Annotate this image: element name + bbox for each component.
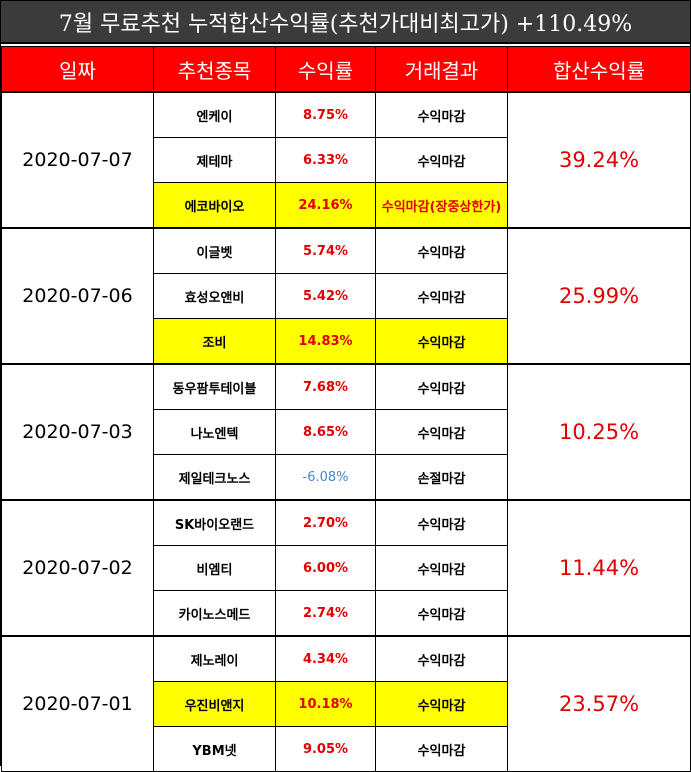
trade-result: 손절마감 xyxy=(375,454,508,501)
header-total: 합산수익률 xyxy=(507,46,691,93)
table-row: 2020-07-01 제노레이 4.34% 수익마감 23.57% xyxy=(1,635,691,772)
table-row-highlighted: 조비 14.83% 수익마감 xyxy=(2,318,691,365)
group-date: 2020-07-02 xyxy=(1,499,154,637)
trade-result: 수익마감 xyxy=(375,635,508,682)
trade-result: 수익마감 xyxy=(375,409,508,455)
stock-name: 효성오앤비 xyxy=(153,273,276,319)
stock-name: 엔케이 xyxy=(153,91,276,138)
group-date: 2020-07-06 xyxy=(1,227,154,365)
stock-name: 이글벳 xyxy=(153,227,276,274)
stock-rate: 10.18% xyxy=(275,681,376,727)
header-row: 일짜 추천종목 수익률 거래결과 합산수익률 xyxy=(1,46,691,93)
stock-rate: 7.68% xyxy=(275,363,376,410)
stock-name: 조비 xyxy=(153,318,276,365)
table-row-highlighted: 우진비앤지 10.18% 수익마감 xyxy=(2,681,691,727)
group-date: 2020-07-01 xyxy=(1,635,154,772)
trade-result: 수익마감 xyxy=(375,545,508,591)
trade-result: 수익마감 xyxy=(375,91,508,138)
returns-table: 일짜 추천종목 수익률 거래결과 합산수익률 2020-07-07 엔케이 8.… xyxy=(1,46,691,772)
stock-name: 에코바이오 xyxy=(153,182,276,229)
stock-name: 제테마 xyxy=(153,137,276,183)
table-row: 2020-07-07 엔케이 8.75% 수익마감 39.24% xyxy=(1,91,691,229)
group-date: 2020-07-03 xyxy=(1,363,154,501)
stock-rate: 24.16% xyxy=(275,182,376,229)
trade-result: 수익마감 xyxy=(375,499,508,546)
stock-rate: 8.75% xyxy=(275,91,376,138)
group-total: 11.44% xyxy=(507,499,691,637)
trade-result: 수익마감 xyxy=(375,363,508,410)
group-total: 10.25% xyxy=(507,363,691,501)
stock-name: 제노레이 xyxy=(153,635,276,682)
table-row: 카이노스메드 2.74% 수익마감 xyxy=(2,590,691,637)
trade-result: 수익마감(장중상한가) xyxy=(375,182,508,229)
table-row-highlighted: 에코바이오 24.16% 수익마감(장중상한가) xyxy=(2,182,691,229)
table-row: 제테마 6.33% 수익마감 xyxy=(2,137,691,183)
stock-rate: -6.08% xyxy=(275,454,376,501)
stock-rate: 5.74% xyxy=(275,227,376,274)
trade-result: 수익마감 xyxy=(375,227,508,274)
header-stock: 추천종목 xyxy=(153,46,276,93)
stock-rate: 8.65% xyxy=(275,409,376,455)
table-row: 2020-07-06 이글벳 5.74% 수익마감 25.99% xyxy=(1,227,691,365)
stock-name: YBM넷 xyxy=(153,726,276,772)
table-row: 효성오앤비 5.42% 수익마감 xyxy=(2,273,691,319)
table-row: 나노엔텍 8.65% 수익마감 xyxy=(2,409,691,455)
group-total: 39.24% xyxy=(507,91,691,229)
trade-result: 수익마감 xyxy=(375,726,508,772)
stock-name: 카이노스메드 xyxy=(153,590,276,637)
table-row: 제일테크노스 -6.08% 손절마감 xyxy=(2,454,691,501)
header-rate: 수익률 xyxy=(275,46,376,93)
stock-name: 제일테크노스 xyxy=(153,454,276,501)
stock-rate: 2.74% xyxy=(275,590,376,637)
stock-name: 나노엔텍 xyxy=(153,409,276,455)
stock-rate: 6.33% xyxy=(275,137,376,183)
table-row: YBM넷 9.05% 수익마감 xyxy=(2,726,691,772)
table-row: 2020-07-03 동우팜투테이블 7.68% 수익마감 10.25% xyxy=(1,363,691,501)
group-total: 25.99% xyxy=(507,227,691,365)
trade-result: 수익마감 xyxy=(375,590,508,637)
stock-name: 우진비앤지 xyxy=(153,681,276,727)
stock-name: 동우팜투테이블 xyxy=(153,363,276,410)
trade-result: 수익마감 xyxy=(375,137,508,183)
stock-rate: 4.34% xyxy=(275,635,376,682)
trade-result: 수익마감 xyxy=(375,318,508,365)
group-date: 2020-07-07 xyxy=(1,91,154,229)
header-result: 거래결과 xyxy=(375,46,508,93)
header-date: 일짜 xyxy=(1,46,154,93)
page-title: 7월 무료추천 누적합산수익률(추천가대비최고가) +110.49% xyxy=(1,1,690,44)
trade-result: 수익마감 xyxy=(375,681,508,727)
group-total: 23.57% xyxy=(507,635,691,772)
trade-result: 수익마감 xyxy=(375,273,508,319)
stock-rate: 6.00% xyxy=(275,545,376,591)
stock-rate: 5.42% xyxy=(275,273,376,319)
stock-name: 비엠티 xyxy=(153,545,276,591)
table-row: 비엠티 6.00% 수익마감 xyxy=(2,545,691,591)
stock-rate: 9.05% xyxy=(275,726,376,772)
stock-rate: 2.70% xyxy=(275,499,376,546)
stock-name: SK바이오랜드 xyxy=(153,499,276,546)
stock-rate: 14.83% xyxy=(275,318,376,365)
table-row: 2020-07-02 SK바이오랜드 2.70% 수익마감 11.44% xyxy=(1,499,691,637)
